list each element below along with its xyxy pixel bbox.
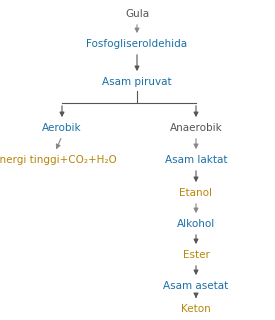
- Text: Asam asetat: Asam asetat: [163, 281, 229, 291]
- Text: Fosfogliseroldehida: Fosfogliseroldehida: [86, 39, 188, 49]
- Text: Etanol: Etanol: [180, 188, 213, 198]
- Text: Asam piruvat: Asam piruvat: [102, 77, 172, 87]
- Text: Energi tinggi+CO₂+H₂O: Energi tinggi+CO₂+H₂O: [0, 155, 117, 165]
- Text: Keton: Keton: [181, 304, 211, 314]
- Text: Ester: Ester: [183, 250, 210, 260]
- Text: Asam laktat: Asam laktat: [165, 155, 227, 165]
- Text: Gula: Gula: [125, 9, 149, 19]
- Text: Aerobik: Aerobik: [42, 123, 82, 133]
- Text: Anaerobik: Anaerobik: [170, 123, 222, 133]
- Text: Alkohol: Alkohol: [177, 219, 215, 229]
